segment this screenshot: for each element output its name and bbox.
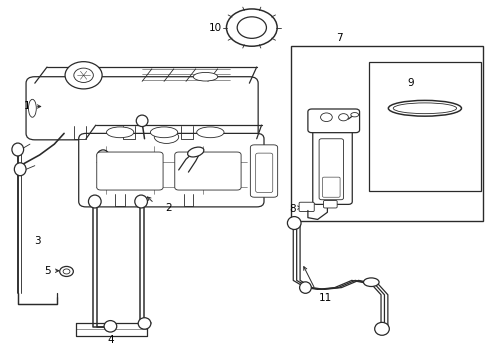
FancyBboxPatch shape — [299, 202, 314, 212]
Circle shape — [338, 114, 347, 121]
FancyBboxPatch shape — [323, 201, 336, 208]
Ellipse shape — [97, 150, 109, 161]
FancyBboxPatch shape — [312, 127, 351, 204]
Ellipse shape — [88, 195, 101, 208]
Ellipse shape — [136, 115, 148, 127]
Ellipse shape — [28, 99, 36, 117]
FancyBboxPatch shape — [97, 152, 163, 190]
Ellipse shape — [187, 147, 203, 157]
Ellipse shape — [193, 72, 217, 81]
Circle shape — [65, 62, 102, 89]
Ellipse shape — [150, 127, 177, 138]
Circle shape — [60, 266, 73, 276]
Ellipse shape — [138, 318, 151, 329]
FancyBboxPatch shape — [79, 134, 264, 207]
FancyBboxPatch shape — [319, 139, 343, 200]
Ellipse shape — [363, 278, 378, 287]
Text: 10: 10 — [208, 23, 222, 33]
Text: 6: 6 — [183, 177, 190, 187]
Ellipse shape — [387, 100, 461, 116]
Ellipse shape — [12, 143, 23, 156]
FancyBboxPatch shape — [307, 109, 359, 133]
Ellipse shape — [392, 103, 456, 114]
Ellipse shape — [104, 320, 117, 332]
Text: 2: 2 — [165, 203, 172, 213]
Ellipse shape — [299, 282, 311, 293]
FancyBboxPatch shape — [250, 145, 277, 197]
Circle shape — [320, 113, 331, 122]
Text: 9: 9 — [406, 78, 413, 88]
Ellipse shape — [14, 163, 26, 176]
FancyBboxPatch shape — [174, 152, 241, 190]
Ellipse shape — [287, 217, 301, 229]
Bar — [290, 45, 483, 221]
Text: 1: 1 — [24, 102, 31, 112]
Text: 5: 5 — [43, 266, 50, 276]
Circle shape — [237, 17, 266, 39]
Text: 7: 7 — [336, 33, 342, 43]
Bar — [368, 62, 480, 191]
FancyBboxPatch shape — [26, 77, 258, 140]
FancyBboxPatch shape — [322, 177, 339, 197]
Text: 11: 11 — [318, 293, 331, 303]
Circle shape — [74, 68, 93, 82]
Polygon shape — [47, 67, 256, 83]
Circle shape — [226, 9, 277, 46]
Ellipse shape — [154, 131, 178, 143]
Ellipse shape — [374, 322, 388, 335]
Ellipse shape — [196, 127, 224, 138]
Text: 4: 4 — [107, 334, 114, 345]
Polygon shape — [96, 125, 261, 139]
Text: 8: 8 — [288, 204, 295, 214]
Text: 3: 3 — [34, 236, 41, 246]
FancyBboxPatch shape — [255, 153, 272, 193]
Circle shape — [63, 269, 70, 274]
Ellipse shape — [106, 127, 134, 138]
Ellipse shape — [135, 195, 147, 208]
Ellipse shape — [350, 113, 358, 117]
